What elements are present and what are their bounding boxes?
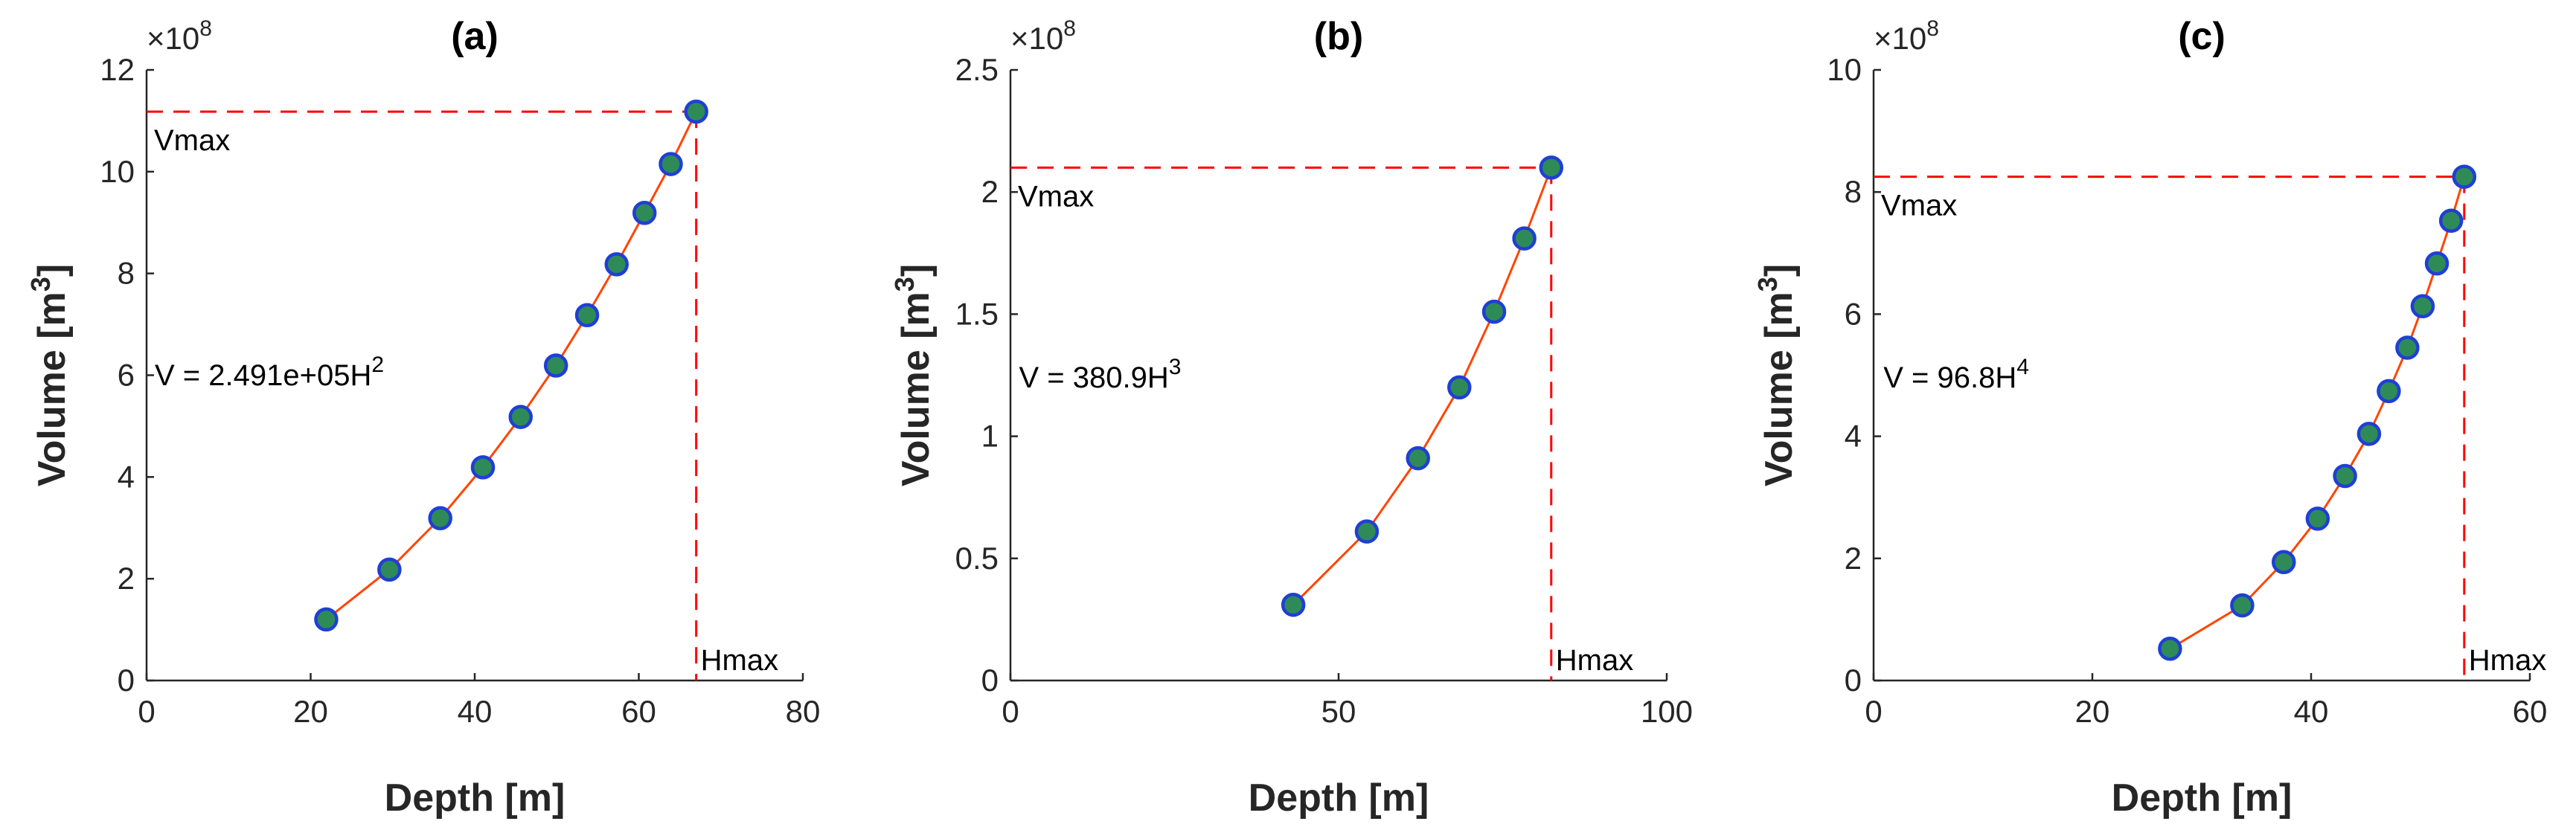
hmax-label: Hmax [701,644,778,677]
y-tick-label: 0 [981,663,999,698]
data-point [2272,550,2296,574]
data-point [2452,164,2477,189]
hmax-label: Hmax [1556,644,1633,677]
data-point [1512,226,1537,251]
data-point [1481,299,1507,324]
data-point [2333,463,2357,489]
hmax-label: Hmax [2469,644,2546,677]
data-point [574,303,600,328]
data-point [604,252,629,277]
x-axis-title: Depth [m] [2112,776,2293,820]
data-point [1281,592,1306,617]
data-point [2158,637,2182,661]
data-point [508,405,533,429]
chart-panel-1: 0 20 40 60 80 0 2 4 6 8 10 12 ×108 (a) Depth [m] Volume… [25,15,820,820]
y-axis-title: Volume [m3] [25,264,74,486]
data-point [2424,251,2450,276]
y-tick-label: 0.5 [955,541,999,576]
y-tick-label: 2 [1845,541,1862,576]
series-line [2169,176,2466,650]
x-tick-label: 60 [2513,694,2548,729]
y-tick-label: 10 [1827,52,1862,87]
y-tick-label: 4 [118,459,135,494]
y-tick-label: 8 [1845,174,1862,209]
y-tick-label: 2.5 [955,52,999,87]
data-point [1447,375,1472,400]
data-point [2230,593,2255,618]
x-tick-label: 0 [1865,694,1882,729]
data-point [2410,294,2435,318]
y-tick-label: 8 [118,256,135,291]
chart-panel-2: 0 50 100 0 0.5 1 1.5 2 2.5 ×108 (b) Depth [m] Volume… [889,15,1693,820]
y-axis-multiplier: ×108 [1010,16,1076,56]
y-axis-multiplier: ×108 [1874,16,1939,56]
series-line [1292,167,1553,606]
y-tick-label: 0 [1845,663,1862,698]
y-tick-label: 1.5 [955,296,999,331]
x-tick-label: 40 [2294,694,2329,729]
panel-title: (c) [2178,15,2226,58]
y-tick-label: 12 [100,52,135,87]
data-point [1354,519,1380,544]
y-axis-title: Volume [m3] [1752,264,1801,486]
vmax-label: Vmax [1018,180,1094,213]
data-point [659,152,683,176]
y-tick-label: 0 [118,663,135,698]
vmax-label: Vmax [1881,190,1957,222]
data-point [428,506,452,531]
x-tick-label: 100 [1641,694,1693,729]
y-tick-label: 6 [1845,296,1862,331]
data-point [1406,445,1430,471]
y-tick-label: 4 [1845,419,1862,454]
x-tick-label: 20 [293,694,328,729]
y-axis-title: Volume [m3] [889,264,938,486]
data-point [1539,155,1564,180]
data-point [2377,379,2401,404]
data-point [632,201,657,225]
y-axis-multiplier: ×108 [147,16,212,56]
data-point [684,99,708,124]
x-tick-label: 0 [1002,694,1019,729]
data-point [2356,422,2382,446]
data-point [543,353,568,378]
y-tick-label: 10 [100,154,135,189]
x-axis-title: Depth [m] [385,776,565,820]
x-tick-label: 60 [621,694,656,729]
x-tick-label: 20 [2075,694,2110,729]
data-point [2395,335,2420,360]
y-tick-label: 1 [981,419,999,454]
x-tick-label: 40 [458,694,493,729]
x-axis-title: Depth [m] [1249,776,1429,820]
fit-equation: V = 380.9H3 [1019,355,1181,394]
y-tick-label: 6 [118,358,135,393]
chart-panel-3: 0 20 40 60 0 2 4 6 8 10 ×108 (c) Depth [m] Volume [m3… [1752,15,2547,820]
fit-equation: V = 2.491e+05H2 [155,353,384,392]
data-point [2438,208,2464,234]
y-tick-label: 2 [981,174,999,209]
data-point [2305,506,2330,531]
fit-equation: V = 96.8H4 [1883,355,2029,394]
x-tick-label: 80 [786,694,821,729]
vmax-label: Vmax [154,124,230,157]
data-point [314,607,339,632]
panel-title: (b) [1314,15,1363,58]
panel-title: (a) [451,15,499,58]
y-tick-label: 2 [118,561,135,596]
x-tick-label: 50 [1321,694,1356,729]
data-point [470,455,496,480]
data-point [377,557,402,582]
x-tick-label: 0 [138,694,155,729]
